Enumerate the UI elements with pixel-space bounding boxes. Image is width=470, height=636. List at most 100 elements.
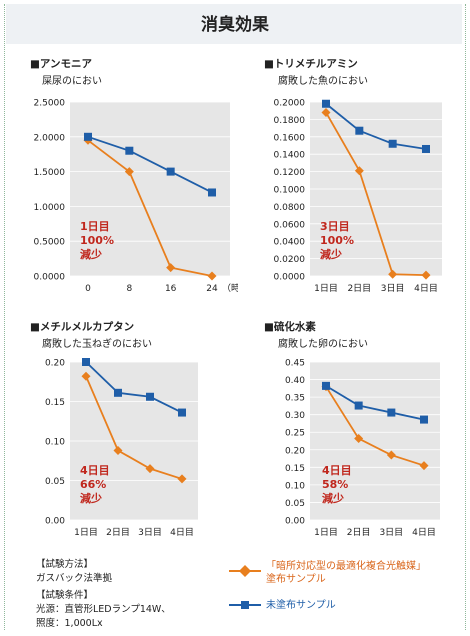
chart-title: ■硫化水素 [264, 321, 316, 333]
data-point-uncoated [146, 392, 154, 401]
y-tick-label: 0.40 [285, 376, 305, 386]
y-tick-label: 0.10 [45, 438, 65, 448]
y-tick-label: 0.15 [45, 398, 65, 408]
series-line-coated [85, 375, 183, 480]
x-tick-label: 2日目 [347, 283, 371, 294]
chart-title: ■アンモニア [30, 58, 93, 70]
chart-subtitle: 腐敗した魚のにおい [278, 76, 368, 87]
y-tick-label: 0.05 [45, 477, 65, 487]
series-line-uncoated [325, 103, 427, 150]
data-point-coated [388, 269, 398, 279]
conditions-line2: 照度：1,000Lx [36, 618, 103, 629]
legend-coated-line2: 塗布サンプル [266, 574, 326, 585]
series-line-uncoated [85, 361, 183, 414]
x-tick-label: 2日目 [347, 527, 371, 538]
reduction-annotation: 4日目 [322, 464, 352, 477]
x-tick-label: 1日目 [314, 283, 338, 294]
x-tick-label: 2日目 [106, 527, 130, 538]
x-tick-label: 16 [165, 284, 177, 294]
chart-title: ■メチルメルカプタン [30, 321, 135, 333]
y-tick-label: 0.00 [285, 517, 305, 527]
data-point-uncoated [166, 167, 175, 176]
data-point-uncoated [208, 188, 216, 197]
method-text: ガスバック法準拠 [36, 573, 113, 584]
y-tick-label: 0.45 [285, 359, 305, 369]
y-tick-label: 0.00 [45, 517, 65, 527]
chart-subtitle: 腐敗した玉ねぎのにおい [42, 339, 152, 350]
y-tick-label: 0.0000 [274, 273, 306, 283]
series-line-uncoated [325, 385, 425, 421]
x-tick-label: 4日目 [412, 527, 436, 538]
y-tick-label: 1.5000 [34, 168, 66, 178]
y-tick-label: 0.20 [285, 446, 305, 456]
x-tick-label: 3日目 [138, 527, 162, 538]
y-tick-label: 0.1200 [274, 168, 306, 178]
test-info: 【試験方法】 ガスバック法準拠 【試験条件】 光源：直管形LEDランプ14W、 … [36, 558, 171, 631]
data-point-coated [124, 167, 134, 177]
data-point-coated [166, 263, 176, 273]
y-tick-label: 0.35 [285, 394, 305, 404]
data-point-uncoated [178, 408, 186, 417]
data-point-uncoated [125, 146, 134, 155]
data-point-coated [207, 271, 217, 281]
data-point-uncoated [387, 408, 396, 417]
chart-title: ■トリメチルアミン [264, 58, 358, 70]
reduction-annotation: 3日目 [320, 220, 350, 233]
reduction-annotation: 58% [322, 478, 348, 491]
y-tick-label: 0.15 [285, 464, 305, 474]
y-tick-label: 0.10 [285, 481, 305, 491]
data-point-coated [421, 270, 431, 280]
data-point-uncoated [388, 139, 397, 148]
data-point-coated [177, 474, 187, 484]
chart-trimethylamine-plot: 0.0000 0.0200 0.0400 0.0600 0.0800 0.1000 0.12… [274, 99, 442, 294]
page-title: 消臭効果 [201, 15, 269, 35]
data-point-coated [419, 461, 429, 471]
y-tick-label: 0.0200 [274, 255, 306, 265]
data-point-coated [386, 450, 396, 460]
page-frame [4, 4, 466, 630]
data-point-uncoated [420, 415, 428, 424]
reduction-annotation: 66% [80, 478, 106, 491]
x-tick-label: 1日目 [74, 527, 98, 538]
y-tick-label: 0.0800 [274, 203, 306, 213]
legend-uncoated-marker [229, 601, 261, 609]
y-tick-label: 0.25 [285, 429, 305, 439]
data-point-uncoated [84, 132, 92, 141]
series-line-uncoated [87, 135, 213, 194]
conditions-line1: 光源：直管形LEDランプ14W、 [36, 604, 171, 615]
reduction-annotation: 減少 [320, 247, 342, 261]
method-heading: 【試験方法】 [36, 559, 94, 570]
series-line-coated [325, 111, 427, 277]
y-tick-label: 0.1800 [274, 116, 306, 126]
title-band [6, 4, 462, 44]
data-point-coated [354, 434, 364, 444]
reduction-annotation: 100% [320, 234, 354, 247]
data-point-uncoated [322, 381, 330, 390]
data-point-uncoated [355, 126, 364, 135]
x-unit-label: （時間） [222, 283, 238, 294]
y-tick-label: 0.0600 [274, 220, 306, 230]
x-tick-label: 0 [85, 284, 91, 294]
y-tick-label: 0.5000 [34, 238, 66, 248]
y-tick-label: 1.0000 [34, 203, 66, 213]
y-tick-label: 0.20 [45, 359, 65, 369]
reduction-annotation: 減少 [80, 491, 102, 505]
x-tick-label: 1日目 [314, 527, 338, 538]
data-point-uncoated [114, 388, 122, 397]
y-tick-label: 0.05 [285, 499, 305, 509]
x-tick-label: 3日目 [381, 283, 405, 294]
data-point-coated [321, 107, 331, 117]
x-tick-label: 3日目 [379, 527, 403, 538]
reduction-annotation: 100% [80, 234, 114, 247]
y-tick-label: 0.1400 [274, 151, 306, 161]
data-point-coated [113, 445, 123, 455]
data-point-uncoated [82, 358, 90, 366]
legend-coated-marker [229, 565, 261, 577]
y-tick-label: 2.5000 [34, 99, 66, 109]
legend-uncoated-label: 未塗布サンプル [266, 600, 336, 611]
x-tick-label: 4日目 [414, 283, 438, 294]
data-point-coated [354, 166, 364, 176]
y-tick-label: 0.0400 [274, 238, 306, 248]
y-tick-label: 0.30 [285, 411, 305, 421]
reduction-annotation: 4日目 [80, 464, 110, 477]
